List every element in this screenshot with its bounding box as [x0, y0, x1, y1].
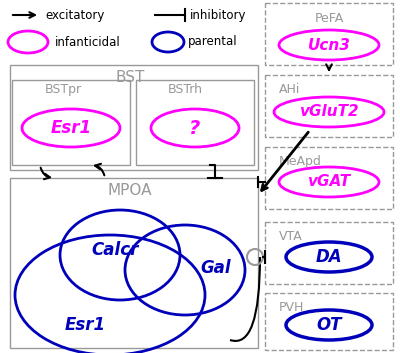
Text: VTA: VTA — [279, 230, 303, 243]
Text: MeApd: MeApd — [279, 155, 322, 168]
Text: BSTrh: BSTrh — [168, 83, 203, 96]
Text: Esr1: Esr1 — [50, 119, 92, 137]
Text: MPOA: MPOA — [108, 183, 152, 198]
Text: AHi: AHi — [279, 83, 300, 96]
Text: Calcr: Calcr — [91, 241, 139, 259]
Text: infanticidal: infanticidal — [55, 36, 121, 48]
Text: Ucn3: Ucn3 — [308, 37, 350, 53]
Text: PeFA: PeFA — [314, 12, 344, 25]
Text: vGAT: vGAT — [308, 174, 350, 190]
Text: DA: DA — [316, 248, 342, 266]
Text: Esr1: Esr1 — [64, 316, 106, 334]
Text: ?: ? — [189, 119, 201, 138]
Text: inhibitory: inhibitory — [190, 8, 246, 22]
Text: BST: BST — [115, 70, 145, 85]
Text: Gal: Gal — [200, 259, 231, 277]
Text: parental: parental — [188, 36, 238, 48]
Text: OT: OT — [316, 316, 342, 334]
Text: BSTpr: BSTpr — [45, 83, 82, 96]
Text: vGluT2: vGluT2 — [299, 104, 359, 120]
Text: PVH: PVH — [279, 301, 304, 314]
Text: excitatory: excitatory — [45, 8, 104, 22]
